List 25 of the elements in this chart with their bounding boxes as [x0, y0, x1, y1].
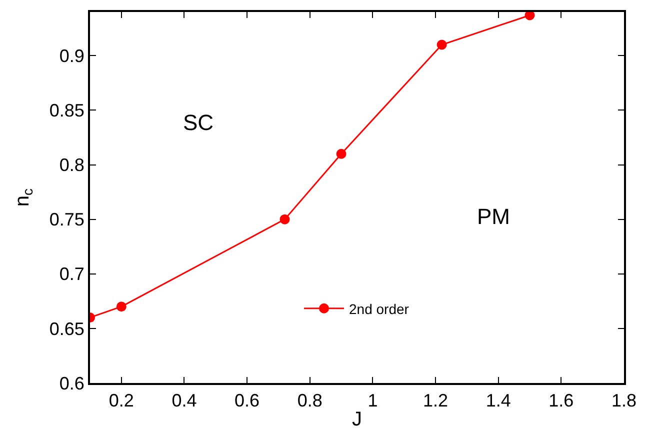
point: [280, 214, 290, 224]
point: [116, 302, 126, 312]
y-tick-label: 0.65: [49, 318, 84, 339]
x-tick-label: 0.4: [172, 390, 197, 411]
y-tick-label: 0.8: [59, 155, 84, 176]
y-tick-label: 0.6: [59, 373, 84, 394]
y-tick-label: 0.9: [59, 46, 84, 66]
point: [524, 12, 535, 20]
point: [336, 148, 346, 159]
x-tick-label: 0.6: [234, 390, 260, 411]
annotation: SC: [183, 110, 214, 135]
x-tick-label: 1.2: [423, 390, 448, 411]
point: [436, 40, 447, 50]
x-tick-label: 1.6: [548, 390, 574, 411]
y-tick-label: 0.85: [49, 100, 84, 121]
x-tick-label: 0.2: [108, 390, 134, 411]
annotation: PM: [477, 204, 510, 229]
x-tick-label: 0.8: [297, 390, 322, 411]
x-tick-label: 1: [368, 390, 378, 411]
x-tick-label: 1.4: [486, 390, 511, 411]
y-tick-label: 0.75: [49, 210, 84, 230]
x-tick-label: 1.8: [611, 390, 637, 411]
y-tick-label: 0.7: [59, 264, 84, 284]
legend-label: 2nd order: [349, 300, 410, 317]
x-axis-title: J: [352, 408, 362, 431]
